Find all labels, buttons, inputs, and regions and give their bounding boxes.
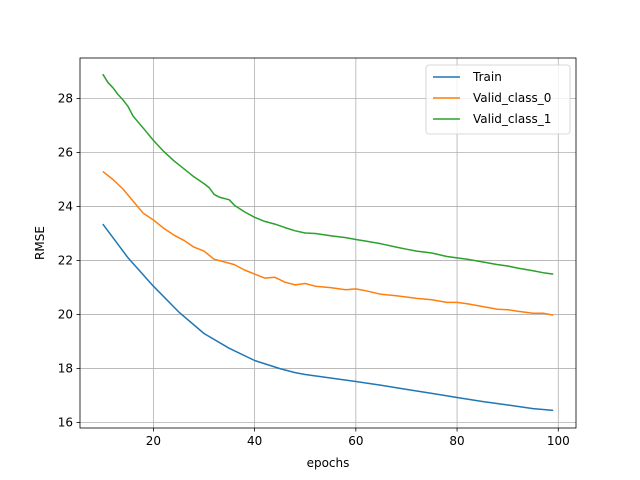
y-tick-label: 26 bbox=[58, 146, 73, 160]
legend-label-valid-class-1: Valid_class_1 bbox=[473, 112, 551, 126]
series-line-valid-class-1 bbox=[102, 73, 554, 275]
x-tick-label: 40 bbox=[247, 434, 262, 448]
legend-label-train: Train bbox=[472, 70, 502, 84]
y-axis-label: RMSE bbox=[33, 226, 47, 260]
axis-ticks: 20 40 60 80 100 16 18 20 22 24 26 28 bbox=[58, 92, 570, 448]
y-tick-label: 24 bbox=[58, 200, 73, 214]
y-tick-label: 16 bbox=[58, 416, 73, 430]
legend: Train Valid_class_0 Valid_class_1 bbox=[425, 64, 571, 135]
x-tick-label: 100 bbox=[547, 434, 570, 448]
series-line-valid-class-0 bbox=[102, 170, 554, 316]
y-tick-label: 28 bbox=[58, 92, 73, 106]
y-tick-label: 22 bbox=[58, 254, 73, 268]
series-line-train bbox=[102, 223, 554, 412]
series-lines bbox=[102, 73, 554, 412]
legend-label-valid-class-0: Valid_class_0 bbox=[473, 91, 551, 105]
y-tick-label: 18 bbox=[58, 362, 73, 376]
x-tick-label: 60 bbox=[348, 434, 363, 448]
y-tick-label: 20 bbox=[58, 308, 73, 322]
x-tick-label: 80 bbox=[449, 434, 464, 448]
legend-box bbox=[425, 64, 571, 135]
x-axis-label: epochs bbox=[307, 456, 350, 470]
x-tick-label: 20 bbox=[146, 434, 161, 448]
plot-area-frame bbox=[79, 57, 577, 429]
grid bbox=[80, 58, 576, 428]
